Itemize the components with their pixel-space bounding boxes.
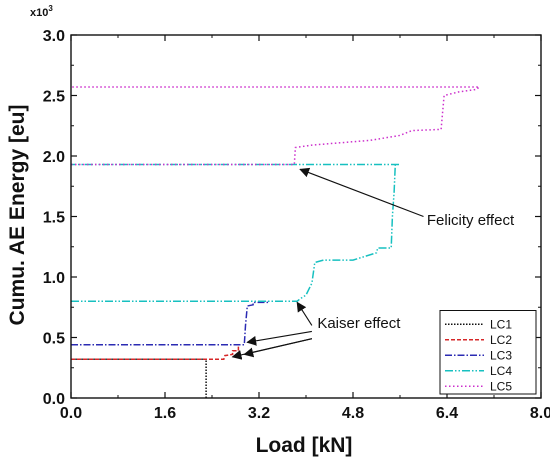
legend-label-lc3: LC3 [490,348,512,362]
y-tick-label: 1.5 [43,210,65,227]
legend-label-lc1: LC1 [490,317,512,331]
legend-box [439,310,537,395]
series-line-lc5 [71,86,482,166]
annotation-label: Felicity effect [427,212,515,229]
legend-label-lc5: LC5 [490,379,512,393]
annotation-arrow [299,167,424,218]
annotation-arrow [231,338,312,360]
y-axis-multiplier: x103 [30,4,53,19]
series-line-lc2 [71,346,240,361]
legend-label-lc2: LC2 [490,333,512,347]
y-tick-label: 1.0 [43,270,65,287]
x-tick-label: 4.8 [342,405,364,422]
y-tick-label: 3.0 [43,28,65,45]
series-line-lc3 [71,301,270,346]
y-tick-label: 0.5 [43,331,65,348]
series-line-lc4 [71,163,400,302]
x-tick-label: 3.2 [248,405,270,422]
x-tick-label: 0.0 [60,405,82,422]
annotation-label: Kaiser effect [317,315,401,332]
y-tick-label: 0.0 [43,391,65,408]
x-axis-title: Load [kN] [256,434,353,457]
y-axis-title: Cumu. AE Energy [eu] [6,105,29,326]
legend-label-lc4: LC4 [490,364,512,378]
annotation-arrow [296,301,313,326]
x-tick-label: 1.6 [154,405,176,422]
y-tick-label: 2.5 [43,89,65,106]
x-tick-label: 8.0 [530,405,550,422]
series-line-lc1 [71,358,207,398]
y-tick-label: 2.0 [43,149,65,166]
x-tick-label: 6.4 [436,405,458,422]
annotation-arrow [246,330,312,346]
